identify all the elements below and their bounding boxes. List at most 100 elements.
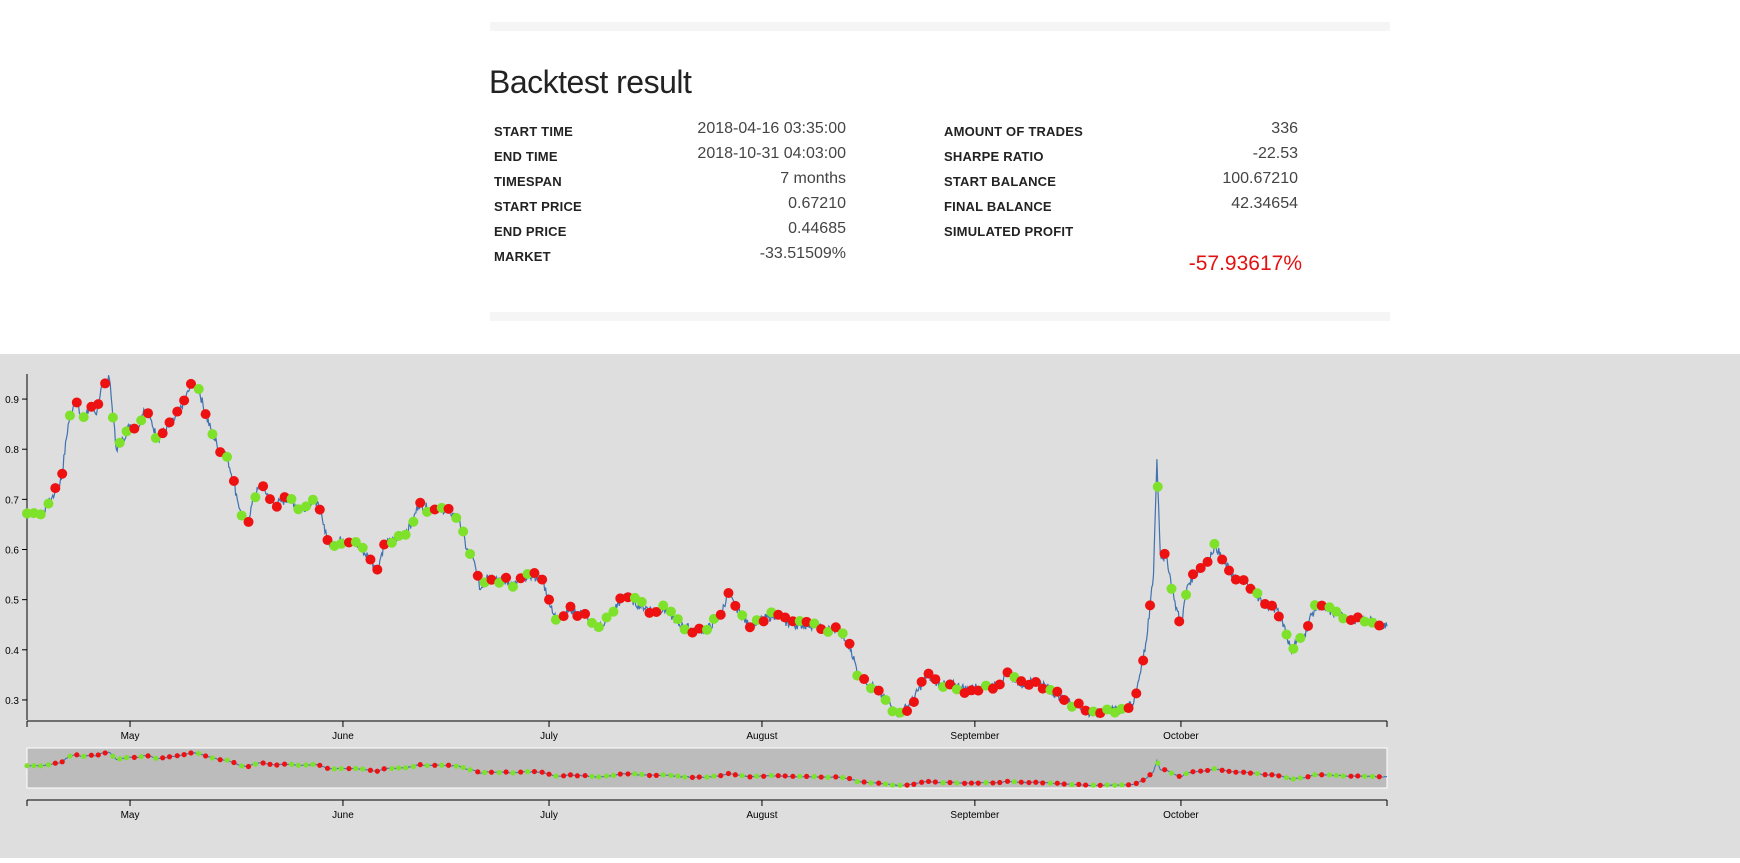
buy-marker — [207, 429, 218, 440]
brush-sell-marker — [1219, 767, 1225, 773]
price-chart[interactable]: 0.3 0.4 0.5 0.6 0.7 0.8 0.9 May June July August Se… — [0, 354, 1740, 858]
brush-sell-marker — [1140, 777, 1146, 783]
brush-buy-marker — [682, 774, 688, 780]
sell-marker — [185, 378, 196, 389]
stat-row: FINAL BALANCE 42.34654 — [944, 193, 1298, 218]
brush-sell-marker — [725, 770, 732, 777]
brush-sell-marker — [1376, 774, 1382, 780]
brush-sell-marker — [1176, 773, 1182, 779]
brush-sell-marker — [919, 779, 925, 785]
brush-buy-marker — [1119, 782, 1125, 788]
buy-marker — [1209, 538, 1220, 549]
buy-marker — [880, 694, 891, 705]
brush-sell-marker — [488, 769, 495, 775]
stat-value: 7 months — [780, 170, 846, 187]
y-tick-label: 0.8 — [5, 445, 19, 456]
brush-navigator[interactable]: May June July August September October — [24, 747, 1388, 821]
brush-sell-marker — [374, 768, 380, 774]
brush-sell-marker — [59, 759, 65, 765]
brush-buy-marker — [954, 780, 960, 786]
sell-marker — [565, 601, 576, 612]
brush-buy-marker — [704, 774, 710, 780]
sell-marker — [164, 417, 175, 428]
sell-marker — [908, 696, 919, 707]
buy-marker — [286, 494, 297, 505]
stat-value: -22.53 — [1252, 145, 1298, 162]
sell-marker — [258, 481, 269, 492]
sell-marker — [243, 516, 254, 527]
brush-buy-marker — [288, 761, 295, 767]
buy-marker — [608, 606, 619, 617]
y-tick-label: 0.7 — [5, 495, 19, 506]
brush-x-tick-label: June — [332, 810, 354, 821]
brush-sell-marker — [732, 772, 738, 778]
sell-marker — [443, 503, 454, 514]
brush-sell-marker — [861, 779, 867, 785]
brush-sell-marker — [231, 759, 237, 766]
brush-buy-marker — [589, 773, 595, 780]
stat-label: START TIME — [494, 124, 574, 139]
brush-sell-marker — [1276, 773, 1282, 779]
sell-marker — [322, 535, 333, 546]
brush-sell-marker — [846, 775, 853, 782]
brush-sell-marker — [911, 781, 917, 787]
brush-sell-marker — [1018, 779, 1024, 785]
sell-marker — [1273, 611, 1284, 622]
buy-marker — [1166, 583, 1177, 594]
brush-buy-marker — [1312, 772, 1318, 778]
stat-row: START TIME 2018-04-16 03:35:00 — [494, 118, 846, 143]
brush-sell-marker — [833, 774, 839, 780]
stats-right-table: AMOUNT OF TRADES 336 SHARPE RATIO -22.53 S… — [944, 118, 1302, 275]
buy-marker — [301, 501, 312, 512]
sell-marker — [314, 504, 325, 515]
y-tick-label: 0.3 — [5, 696, 19, 707]
buy-marker — [136, 415, 147, 426]
y-tick-label: 0.5 — [5, 596, 19, 607]
brush-sell-marker — [267, 761, 273, 767]
brush-sell-marker — [367, 767, 374, 773]
brush-buy-marker — [81, 753, 87, 759]
sell-marker — [1238, 575, 1249, 586]
brush-sell-marker — [503, 769, 509, 775]
stat-label: SIMULATED PROFIT — [944, 224, 1074, 239]
buy-marker — [951, 684, 962, 695]
brush-sell-marker — [166, 754, 173, 760]
sell-marker — [1202, 556, 1213, 567]
brush-x-tick-label: May — [121, 810, 140, 821]
brush-sell-marker — [1319, 772, 1325, 778]
brush-buy-marker — [610, 772, 617, 778]
sell-marker — [930, 674, 941, 685]
sell-marker — [758, 616, 769, 627]
buy-marker — [1181, 589, 1192, 600]
buy-marker — [636, 596, 647, 607]
brush-sell-marker — [1226, 768, 1232, 774]
sell-marker — [379, 539, 390, 550]
sell-marker — [143, 408, 154, 419]
brush-buy-marker — [1011, 779, 1017, 785]
brush-sell-marker — [696, 774, 702, 780]
sell-marker — [580, 608, 591, 619]
brush-sell-marker — [381, 766, 387, 772]
stat-label: END TIME — [494, 149, 558, 164]
sell-marker — [501, 572, 512, 583]
brush-sell-marker — [567, 772, 574, 778]
x-tick-label: July — [540, 731, 558, 742]
sell-marker — [365, 554, 376, 565]
buy-marker — [507, 581, 518, 592]
buy-marker — [222, 451, 233, 462]
buy-marker — [1295, 632, 1306, 643]
sell-marker — [902, 706, 913, 717]
sell-marker — [1059, 694, 1070, 705]
brush-buy-marker — [1326, 772, 1333, 778]
sell-marker — [1316, 600, 1327, 611]
sell-marker — [415, 497, 426, 508]
brush-buy-marker — [854, 779, 860, 785]
brush-sell-marker — [539, 769, 545, 775]
main-chart[interactable]: 0.3 0.4 0.5 0.6 0.7 0.8 0.9 May June July August Se… — [5, 374, 1388, 742]
brush-sell-marker — [561, 773, 567, 779]
brush-buy-marker — [1104, 782, 1110, 788]
y-tick-label: 0.4 — [5, 646, 19, 657]
buy-marker — [458, 526, 469, 537]
sell-marker — [537, 574, 548, 585]
brush-sell-marker — [1026, 779, 1032, 786]
